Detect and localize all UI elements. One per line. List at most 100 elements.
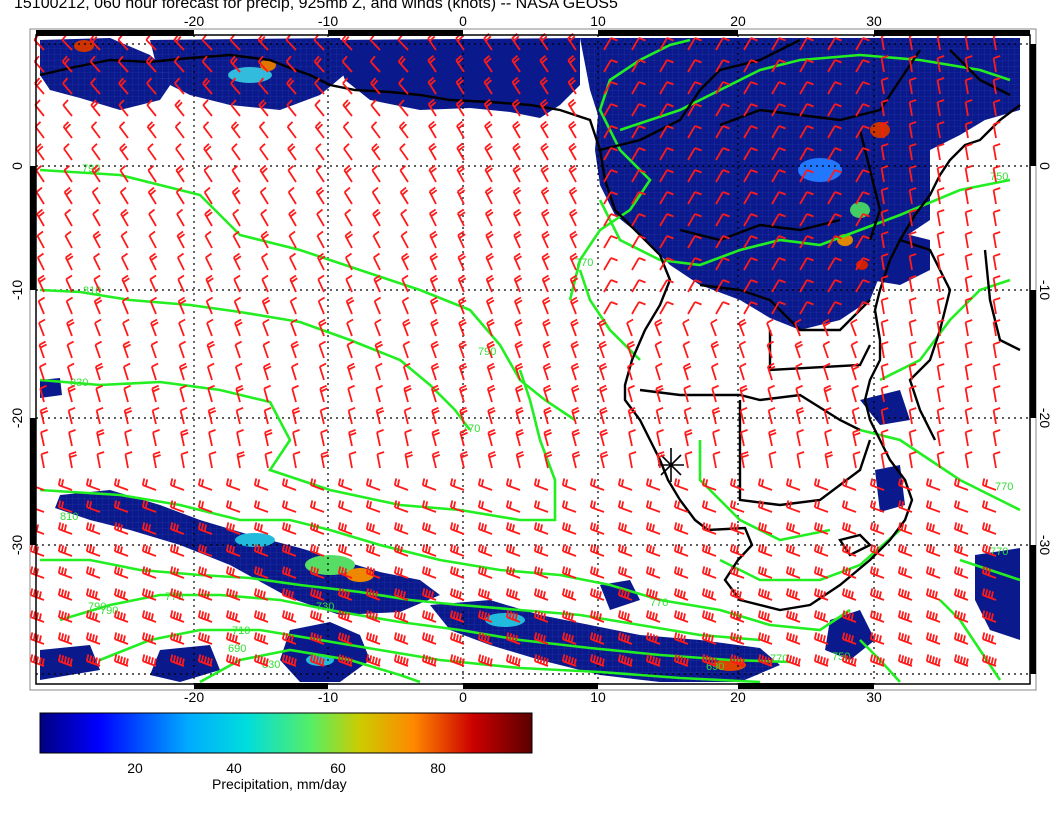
cross-marker <box>658 448 684 482</box>
wind-barb <box>603 103 618 117</box>
wind-barb <box>234 318 243 337</box>
wind-barb <box>374 362 383 381</box>
wind-barb <box>855 103 870 117</box>
wind-barb <box>659 169 674 183</box>
wind-barb <box>743 81 758 95</box>
wind-barb <box>673 522 689 535</box>
wind-barb <box>603 125 618 139</box>
wind-barb <box>204 230 213 249</box>
wind-barb <box>174 99 185 117</box>
wind-barb <box>57 566 73 579</box>
wind-barb <box>936 429 945 447</box>
wind-barb <box>485 252 494 271</box>
wind-barb <box>603 81 618 95</box>
wind-barb <box>743 257 758 271</box>
wind-barb <box>95 384 103 403</box>
wind-barb <box>421 500 437 513</box>
wind-barb <box>897 654 913 667</box>
wind-barb <box>36 230 45 249</box>
wind-barb <box>701 500 717 513</box>
wind-barb <box>841 566 857 579</box>
wind-barb <box>483 76 493 95</box>
colorbar <box>39 712 533 754</box>
wind-barb <box>369 55 381 73</box>
wind-barb <box>85 632 101 645</box>
wind-barb <box>799 59 814 73</box>
wind-barb <box>234 340 243 359</box>
wind-barb <box>617 478 633 491</box>
wind-barb <box>343 143 353 161</box>
wind-barb <box>785 610 801 623</box>
wind-barb <box>701 478 717 491</box>
wind-barb <box>141 610 157 623</box>
wind-barb <box>794 318 802 337</box>
wind-barb <box>449 544 465 557</box>
wind-barb <box>431 450 441 469</box>
wind-barb <box>992 77 1001 95</box>
wind-barb <box>645 610 661 623</box>
wind-barb <box>512 164 521 183</box>
wind-barb <box>253 654 269 667</box>
wind-barb <box>421 544 437 557</box>
wind-barb <box>599 450 609 469</box>
wind-barb <box>309 522 325 535</box>
wind-barb <box>936 165 945 183</box>
wind-barb <box>346 318 354 337</box>
wind-barb <box>936 143 945 161</box>
wind-barb <box>541 274 551 293</box>
wind-barb <box>908 341 917 359</box>
wind-barb <box>483 55 493 73</box>
wind-barb <box>57 588 73 601</box>
wind-barb <box>85 588 101 601</box>
wind-barb <box>771 169 786 183</box>
wind-barb <box>176 208 185 227</box>
wind-barb <box>484 186 494 205</box>
contour-label: 770 <box>462 423 480 435</box>
wind-barb <box>89 55 101 73</box>
wind-barb <box>953 566 969 579</box>
wind-barb <box>337 588 353 601</box>
wind-barb <box>288 252 297 271</box>
wind-barb <box>421 522 437 535</box>
wind-barb <box>66 340 75 359</box>
wind-barb <box>626 340 636 359</box>
wind-barb <box>936 231 945 249</box>
wind-barb <box>449 500 465 513</box>
wind-barb <box>659 191 674 205</box>
wind-barb <box>205 296 214 315</box>
wind-barb <box>598 318 607 337</box>
wind-barb <box>231 143 241 161</box>
wind-barb <box>347 406 356 425</box>
wind-barb <box>203 186 213 205</box>
wind-barb <box>897 478 913 491</box>
wind-barb <box>589 566 605 579</box>
wind-barb <box>701 566 717 579</box>
wind-barb <box>365 544 381 557</box>
wind-barb <box>729 654 745 667</box>
wind-barb <box>484 120 493 139</box>
wind-barb <box>449 632 465 645</box>
wind-barb <box>292 429 300 447</box>
wind-barb <box>122 362 131 381</box>
wind-barb <box>320 451 329 469</box>
lon-label: 0 <box>459 13 467 29</box>
wind-barb <box>57 522 73 535</box>
wind-barb <box>290 340 300 359</box>
wind-barb <box>513 296 523 315</box>
wind-barb <box>455 98 465 117</box>
wind-barb <box>484 208 494 227</box>
wind-barb <box>257 55 269 73</box>
wind-barb <box>459 450 469 469</box>
wind-barb <box>96 451 105 469</box>
wind-barb <box>421 588 437 601</box>
wind-barb <box>370 121 381 139</box>
wind-barb <box>654 340 663 359</box>
wind-barb <box>91 186 101 205</box>
wind-barb <box>365 610 381 623</box>
wind-barb <box>318 340 327 359</box>
wind-barb <box>827 37 842 51</box>
wind-barb <box>992 209 1001 227</box>
wind-barb <box>569 230 578 249</box>
wind-barb <box>738 318 747 337</box>
wind-barb <box>617 544 633 557</box>
